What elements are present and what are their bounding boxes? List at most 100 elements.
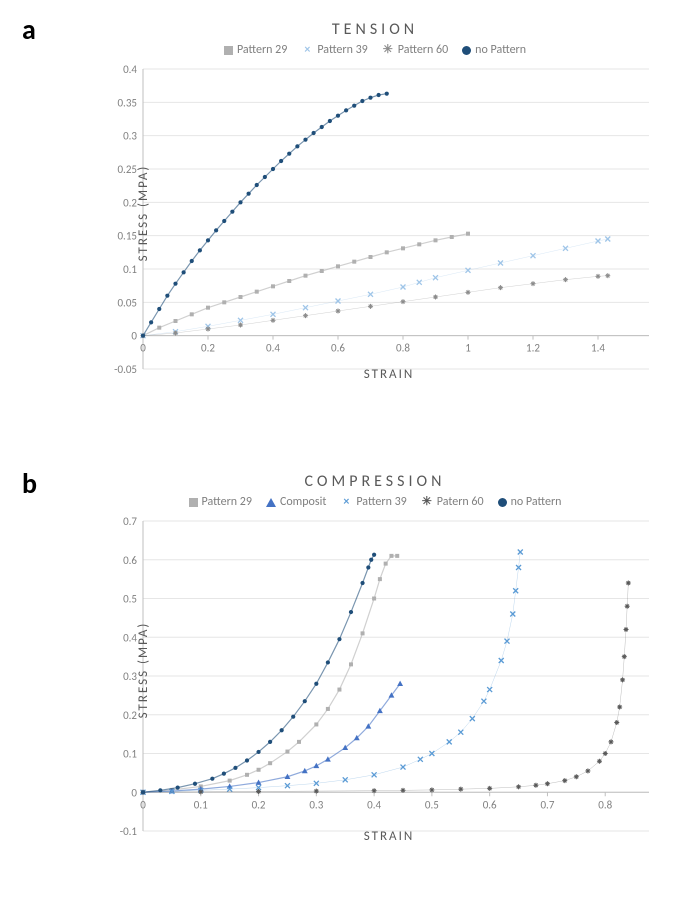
series-marker [466, 232, 470, 236]
series-marker [418, 757, 423, 762]
series-marker [314, 789, 319, 794]
series-marker [499, 658, 504, 663]
compression-chart: COMPRESSION Pattern 29Composit×Pattern 3… [95, 472, 655, 844]
x-tick-label: 1.2 [526, 342, 540, 355]
series-marker [487, 687, 492, 692]
series-marker [238, 318, 243, 323]
legend-label: Pattern 60 [398, 43, 448, 57]
legend-item: Pattern 29 [189, 495, 252, 509]
series-marker [222, 772, 226, 776]
tension-y-axis-title: STRESS (MPA) [136, 165, 151, 262]
legend-label: Pattern 29 [237, 43, 287, 57]
series-marker [176, 786, 180, 790]
legend-item: no Pattern [498, 495, 562, 509]
series-marker [198, 248, 202, 252]
x-tick-label: 0.3 [309, 798, 323, 811]
series-marker [337, 637, 341, 641]
series-marker [173, 331, 178, 336]
compression-legend: Pattern 29Composit×Pattern 39✳Patern 60n… [95, 495, 655, 509]
series-marker [385, 92, 389, 96]
series-marker [574, 774, 579, 779]
series-marker [312, 131, 316, 135]
series-marker [271, 284, 275, 288]
series-marker [238, 323, 243, 328]
series-marker [360, 99, 364, 103]
series-marker [401, 299, 406, 304]
series-marker [487, 786, 492, 791]
x-tick-label: 0.2 [252, 798, 266, 811]
series-line [143, 583, 628, 792]
legend-item: no Pattern [462, 43, 526, 57]
series-marker [328, 119, 332, 123]
series-marker [450, 235, 454, 239]
series-marker [174, 319, 178, 323]
series-marker [245, 758, 249, 762]
series-marker [368, 96, 372, 100]
series-marker [447, 739, 452, 744]
y-tick-label: 0.25 [117, 163, 137, 176]
x-tick-label: 0.6 [331, 342, 345, 355]
panel-a-label: a [22, 12, 36, 47]
series-marker [157, 307, 161, 311]
series-marker [238, 200, 242, 204]
series-marker [271, 312, 276, 317]
series-marker [531, 281, 536, 286]
series-marker [433, 295, 438, 300]
series-marker [210, 777, 214, 781]
compression-plot-svg: -0.100.10.20.30.40.50.60.700.10.20.30.40… [103, 515, 649, 859]
tension-chart: TENSION Pattern 29×Pattern 39✳Pattern 60… [95, 20, 655, 382]
series-marker [182, 270, 186, 274]
series-marker [158, 788, 162, 792]
y-tick-label: -0.1 [120, 825, 138, 838]
series-marker [372, 772, 377, 777]
series-marker [349, 662, 353, 666]
series-marker [433, 275, 438, 280]
x-tick-label: 0 [140, 798, 146, 811]
series-marker [303, 313, 308, 318]
x-tick-label: 0.6 [483, 798, 497, 811]
series-marker [596, 274, 601, 279]
series-marker [336, 114, 340, 118]
series-marker [303, 305, 308, 310]
series-marker [481, 699, 486, 704]
series-marker [206, 327, 211, 332]
series-marker [214, 228, 218, 232]
series-marker [470, 716, 475, 721]
series-marker [384, 562, 388, 566]
series-marker [369, 255, 373, 259]
series-marker [239, 295, 243, 299]
series-marker [256, 750, 260, 754]
series-marker [326, 660, 330, 664]
series-marker [271, 318, 276, 323]
series-marker [287, 279, 291, 283]
panel-b-label: b [22, 466, 37, 501]
y-tick-label: 0.1 [123, 748, 137, 761]
series-marker [320, 269, 324, 273]
series-marker [498, 285, 503, 290]
series-marker [336, 309, 341, 314]
series-marker [190, 259, 194, 263]
series-marker [434, 238, 438, 242]
series-marker [605, 237, 610, 242]
series-marker [228, 779, 232, 783]
series-marker [247, 192, 251, 196]
series-marker [368, 292, 373, 297]
series-marker [149, 320, 153, 324]
series-marker [336, 264, 340, 268]
series-marker [597, 759, 602, 764]
y-tick-label: -0.05 [114, 363, 137, 376]
series-marker [206, 238, 210, 242]
series-marker [337, 688, 341, 692]
compression-y-axis-title: STRESS (MPA) [136, 622, 151, 719]
series-marker [372, 788, 377, 793]
series-marker [297, 740, 301, 744]
series-marker [401, 788, 406, 793]
series-marker [401, 246, 405, 250]
series-marker [614, 720, 619, 725]
series-marker [280, 728, 284, 732]
series-marker [313, 763, 319, 768]
series-marker [401, 285, 406, 290]
series-marker [230, 210, 234, 214]
series-marker [626, 581, 631, 586]
x-tick-label: 1 [465, 342, 471, 355]
